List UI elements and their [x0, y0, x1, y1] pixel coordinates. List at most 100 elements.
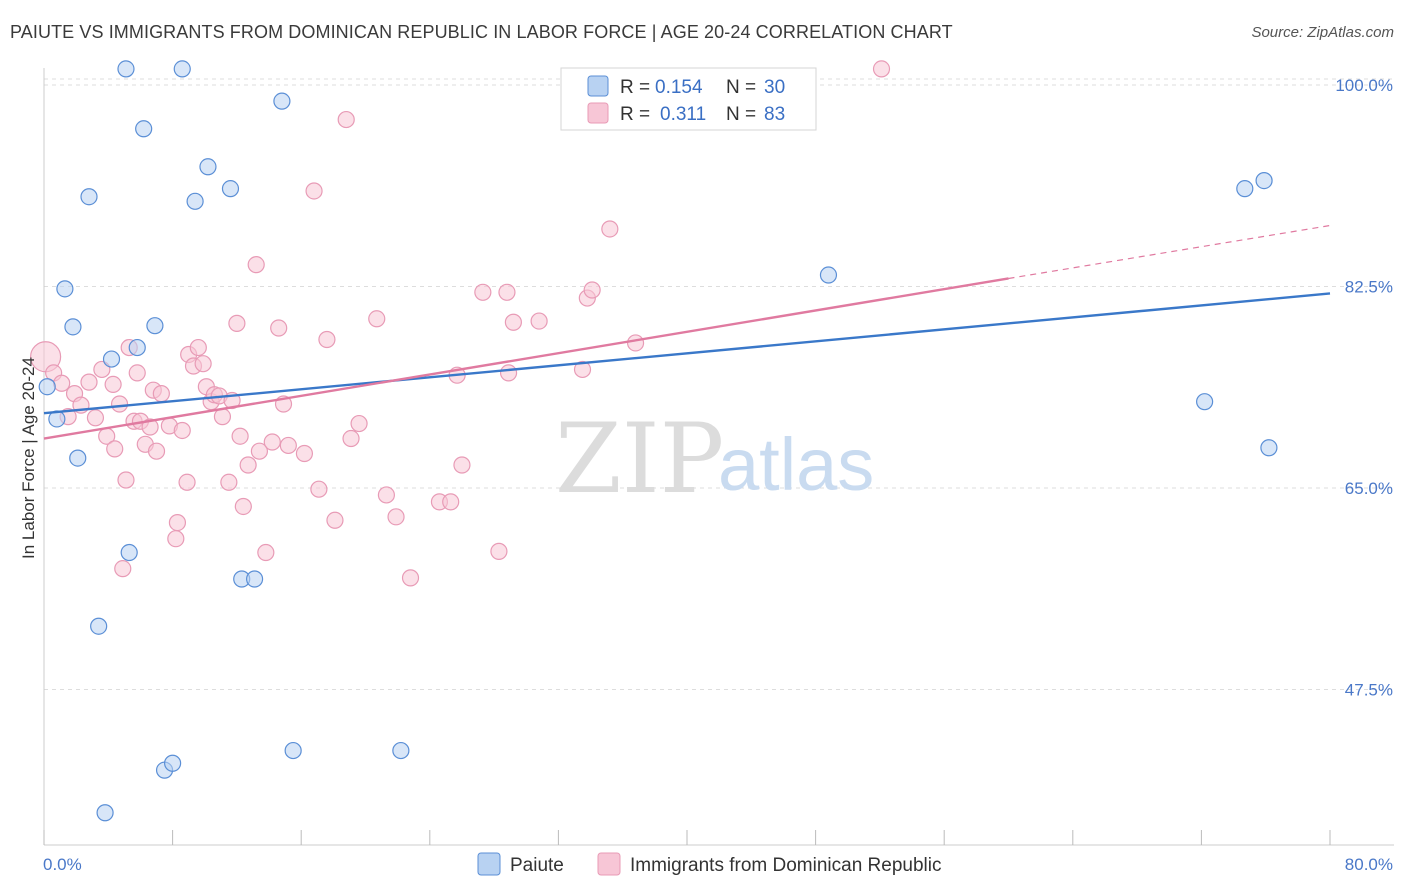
blue-point-27 [1260, 439, 1278, 457]
pink-point-14 [117, 471, 135, 489]
blue-point-15 [117, 60, 135, 78]
y-tick-label-3: 100.0% [1335, 76, 1393, 95]
legend-swatch-dominican [587, 102, 609, 124]
pink-point-56 [337, 110, 355, 129]
pink-point-20 [141, 418, 159, 436]
pink-point-26 [168, 513, 187, 532]
legend-swatch-paiute [587, 75, 609, 97]
pink-point-77 [626, 334, 645, 352]
blue-point-12 [146, 317, 164, 335]
pink-point-52 [305, 182, 323, 200]
legend-n-value-dominican: 83 [764, 104, 785, 125]
blue-point-14 [164, 754, 182, 772]
blue-point-3 [64, 318, 82, 336]
bottom-legend-swatch-dominican [597, 852, 621, 876]
pink-point-59 [368, 310, 386, 328]
bottom-legend-swatch-paiute [477, 852, 501, 876]
pink-point-68 [490, 542, 508, 560]
blue-point-11 [135, 120, 153, 138]
x-tick-label-min: 0.0% [43, 855, 82, 874]
pink-point-23 [152, 385, 170, 403]
legend-box: R = 0.154 N = 30 R = 0.311 N = 83 [560, 67, 817, 131]
pink-point-58 [350, 414, 368, 433]
pink-point-45 [250, 442, 269, 460]
blue-point-24 [392, 741, 410, 760]
watermark-atlas: atlas [718, 423, 874, 506]
pink-point-57 [342, 429, 360, 448]
pink-point-38 [220, 473, 238, 491]
pink-point-10 [104, 375, 122, 394]
legend-n-label-paiute: N = [726, 77, 756, 98]
blue-point-28 [1236, 180, 1254, 198]
tick-labels: 47.5% 65.0% 82.5% 100.0% 0.0% 80.0% [43, 76, 1393, 874]
axes [43, 68, 1394, 846]
watermark-zip: ZIP [555, 403, 724, 515]
blue-point-26 [1196, 393, 1214, 411]
pink-point-67 [474, 283, 492, 301]
pink-point-46 [257, 543, 275, 562]
pink-point-72 [530, 312, 548, 330]
legend-n-label-dominican: N = [726, 104, 756, 125]
y-tick-label-1: 65.0% [1345, 479, 1393, 498]
legend-r-label-dominican: R = [620, 104, 650, 125]
blue-point-16 [173, 60, 191, 78]
pink-point-7 [86, 409, 105, 427]
blue-point-21 [245, 570, 264, 588]
pink-point-11 [106, 440, 124, 458]
trend-line-dominican-extension [1008, 224, 1331, 280]
blue-point-6 [90, 617, 108, 635]
y-axis-label: In Labor Force | Age 20-24 [19, 357, 38, 559]
series-paiute-points [38, 60, 1278, 822]
pink-point-70 [499, 364, 518, 382]
chart-title: PAIUTE VS IMMIGRANTS FROM DOMINICAN REPU… [10, 22, 953, 42]
blue-point-19 [221, 180, 240, 198]
blue-point-23 [284, 741, 302, 760]
pink-point-12 [110, 395, 129, 413]
pink-point-40 [228, 314, 246, 332]
pink-point-42 [234, 497, 252, 516]
pink-point-51 [295, 444, 314, 463]
y-tick-label-2: 82.5% [1345, 278, 1393, 297]
blue-point-2 [56, 280, 74, 298]
pink-point-43 [239, 456, 257, 474]
blue-point-18 [199, 158, 217, 176]
trend-line-paiute [43, 292, 1331, 415]
pink-point-54 [318, 330, 336, 349]
pink-point-22 [147, 442, 166, 460]
pink-point-17 [128, 364, 146, 382]
series-dominican-points [30, 60, 891, 587]
blue-point-9 [120, 543, 138, 562]
blue-point-17 [186, 192, 204, 210]
pink-point-28 [178, 473, 196, 491]
blue-point-29 [1255, 172, 1273, 190]
pink-point-44 [247, 256, 265, 274]
pink-point-27 [173, 421, 191, 440]
pink-point-55 [326, 511, 344, 529]
pink-point-64 [442, 493, 460, 511]
trend-lines [43, 224, 1331, 440]
blue-point-4 [69, 449, 87, 467]
legend-r-value-paiute: 0.154 [655, 77, 703, 98]
blue-point-10 [128, 338, 146, 357]
pink-point-47 [263, 433, 281, 451]
pink-point-2 [53, 374, 71, 392]
pink-point-32 [194, 355, 212, 373]
legend-r-label-paiute: R = [620, 77, 650, 98]
chart-source: Source: ZipAtlas.com [1251, 24, 1394, 41]
pink-point-25 [167, 530, 185, 548]
pink-point-48 [270, 319, 288, 337]
pink-point-60 [377, 486, 395, 504]
watermark: ZIP atlas [555, 403, 874, 515]
pink-point-6 [80, 373, 98, 391]
pink-point-62 [401, 569, 420, 587]
pink-point-61 [387, 508, 405, 526]
pink-point-69 [498, 283, 516, 301]
pink-point-78 [872, 60, 891, 78]
pink-point-66 [453, 456, 471, 474]
blue-point-22 [273, 92, 291, 110]
pink-point-13 [114, 560, 132, 578]
pink-point-53 [310, 480, 328, 498]
y-tick-label-0: 47.5% [1345, 681, 1393, 700]
bottom-legend-label-paiute: Paiute [510, 855, 564, 876]
